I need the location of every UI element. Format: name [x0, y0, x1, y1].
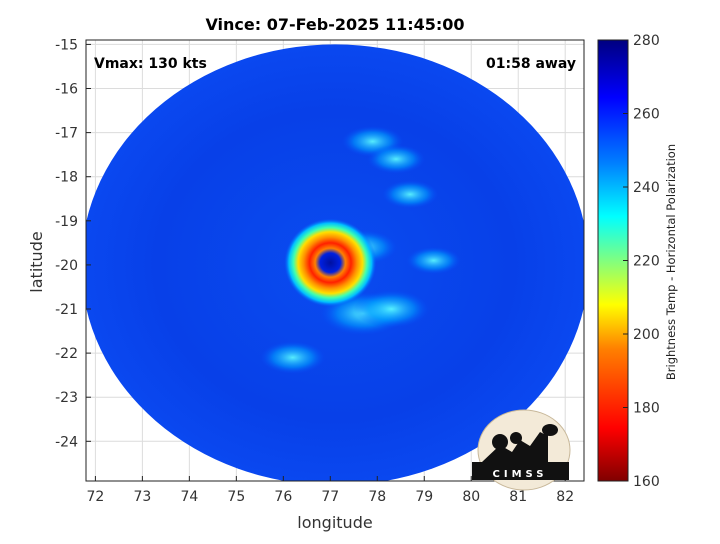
x-tick-label: 82 [556, 489, 574, 505]
y-tick-label: -16 [55, 82, 78, 98]
x-tick-label: 77 [321, 489, 339, 505]
y-axis-ticks: -15 -16 -17 -18 -19 -20 -21 -22 -23 -24 [55, 37, 91, 450]
y-axis-label: latitude [27, 231, 46, 292]
x-axis-label: longitude [297, 513, 372, 532]
y-tick-label: -18 [55, 170, 78, 186]
y-tick-label: -22 [55, 346, 78, 362]
hurricane-eye [284, 218, 377, 307]
plot-frame [85, 39, 585, 482]
y-tick-label: -20 [55, 258, 78, 274]
y-tick-label: -24 [55, 434, 78, 450]
colorbar-tick-label: 280 [633, 33, 660, 49]
x-tick-label: 74 [180, 489, 198, 505]
x-axis-ticks: 72 73 74 75 76 77 78 79 80 81 82 [86, 476, 574, 505]
colorbar-tick-label: 180 [633, 401, 660, 417]
convection-cell [406, 246, 461, 275]
vmax-annotation: Vmax: 130 kts [94, 56, 207, 72]
y-tick-label: -17 [55, 126, 78, 142]
y-tick-label: -15 [55, 37, 78, 53]
x-tick-label: 79 [415, 489, 433, 505]
cimss-logo: CIMSS [472, 409, 571, 491]
colorbar-tick-label: 240 [633, 180, 660, 196]
colorbar-tick-label: 200 [633, 327, 660, 343]
y-tick-label: -21 [55, 302, 78, 318]
convection-cell [353, 290, 430, 328]
chart-title: Vince: 07-Feb-2025 11:45:00 [205, 15, 464, 34]
convection-cell [260, 341, 326, 374]
colorbar-ticks: 280 260 240 220 200 180 160 [623, 33, 660, 490]
x-tick-label: 73 [133, 489, 151, 505]
image-layer [86, 44, 584, 481]
x-tick-label: 72 [86, 489, 104, 505]
y-tick-label: -19 [55, 214, 78, 230]
y-tick-label: -23 [55, 390, 78, 406]
colorbar-tick-label: 220 [633, 254, 660, 270]
logo-text: CIMSS [493, 469, 548, 480]
time-away-annotation: 01:58 away [486, 56, 576, 72]
x-tick-label: 78 [368, 489, 386, 505]
convection-cell [382, 180, 439, 209]
x-tick-label: 75 [227, 489, 245, 505]
x-tick-label: 81 [509, 489, 527, 505]
convection-cell [367, 144, 426, 174]
colorbar-tick-label: 160 [633, 474, 660, 490]
colorbar-label: Brightness Temp - Horizontal Polarizatio… [664, 144, 678, 380]
x-tick-label: 80 [462, 489, 480, 505]
x-tick-label: 76 [274, 489, 292, 505]
colorbar-tick-label: 260 [633, 107, 660, 123]
